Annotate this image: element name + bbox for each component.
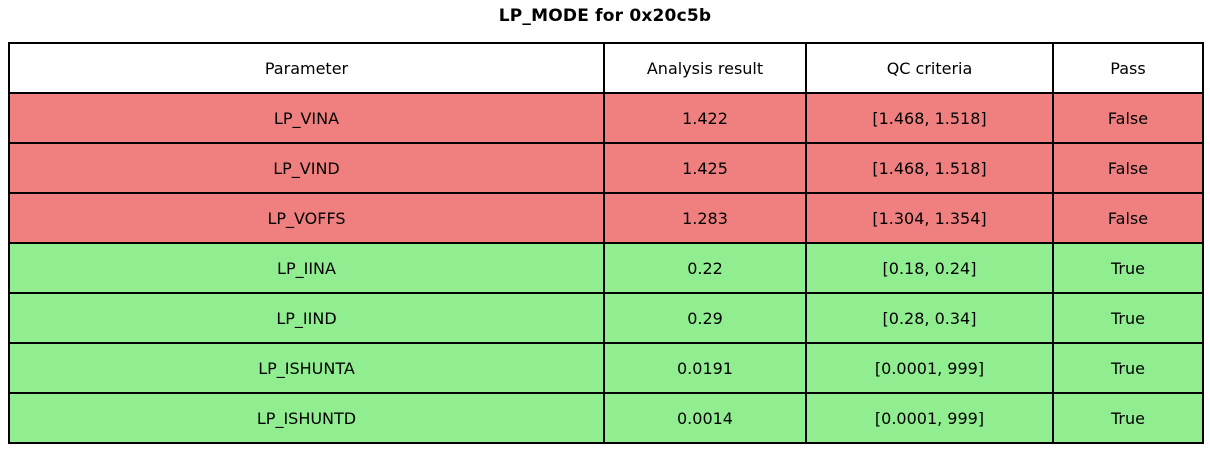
cell-parameter: LP_IINA — [8, 242, 605, 294]
cell-parameter: LP_ISHUNTA — [8, 342, 605, 394]
cell-pass: False — [1052, 142, 1204, 194]
cell-pass: True — [1052, 392, 1204, 444]
table-row: LP_VIND 1.425 [1.468, 1.518] False — [8, 142, 1204, 194]
column-header-parameter: Parameter — [8, 42, 605, 94]
cell-parameter: LP_ISHUNTD — [8, 392, 605, 444]
column-header-analysis-result: Analysis result — [603, 42, 807, 94]
cell-pass: False — [1052, 92, 1204, 144]
cell-qc-criteria: [0.18, 0.24] — [805, 242, 1054, 294]
table-row: LP_ISHUNTD 0.0014 [0.0001, 999] True — [8, 392, 1204, 444]
table-row: LP_VINA 1.422 [1.468, 1.518] False — [8, 92, 1204, 144]
cell-qc-criteria: [0.0001, 999] — [805, 342, 1054, 394]
cell-qc-criteria: [0.0001, 999] — [805, 392, 1054, 444]
table-row: LP_ISHUNTA 0.0191 [0.0001, 999] True — [8, 342, 1204, 394]
cell-parameter: LP_VINA — [8, 92, 605, 144]
cell-analysis-result: 0.0014 — [603, 392, 807, 444]
cell-qc-criteria: [0.28, 0.34] — [805, 292, 1054, 344]
cell-analysis-result: 0.22 — [603, 242, 807, 294]
cell-qc-criteria: [1.304, 1.354] — [805, 192, 1054, 244]
column-header-qc-criteria: QC criteria — [805, 42, 1054, 94]
cell-analysis-result: 0.0191 — [603, 342, 807, 394]
cell-analysis-result: 1.422 — [603, 92, 807, 144]
cell-pass: False — [1052, 192, 1204, 244]
qc-results-table: Parameter Analysis result QC criteria Pa… — [8, 42, 1204, 444]
cell-analysis-result: 1.425 — [603, 142, 807, 194]
cell-analysis-result: 1.283 — [603, 192, 807, 244]
cell-pass: True — [1052, 292, 1204, 344]
cell-qc-criteria: [1.468, 1.518] — [805, 142, 1054, 194]
header-row: Parameter Analysis result QC criteria Pa… — [8, 42, 1204, 94]
cell-pass: True — [1052, 242, 1204, 294]
table-row: LP_VOFFS 1.283 [1.304, 1.354] False — [8, 192, 1204, 244]
cell-qc-criteria: [1.468, 1.518] — [805, 92, 1054, 144]
cell-parameter: LP_VIND — [8, 142, 605, 194]
cell-pass: True — [1052, 342, 1204, 394]
table-row: LP_IIND 0.29 [0.28, 0.34] True — [8, 292, 1204, 344]
column-header-pass: Pass — [1052, 42, 1204, 94]
page-title: LP_MODE for 0x20c5b — [498, 6, 712, 26]
cell-parameter: LP_IIND — [8, 292, 605, 344]
cell-analysis-result: 0.29 — [603, 292, 807, 344]
cell-parameter: LP_VOFFS — [8, 192, 605, 244]
table-row: LP_IINA 0.22 [0.18, 0.24] True — [8, 242, 1204, 294]
